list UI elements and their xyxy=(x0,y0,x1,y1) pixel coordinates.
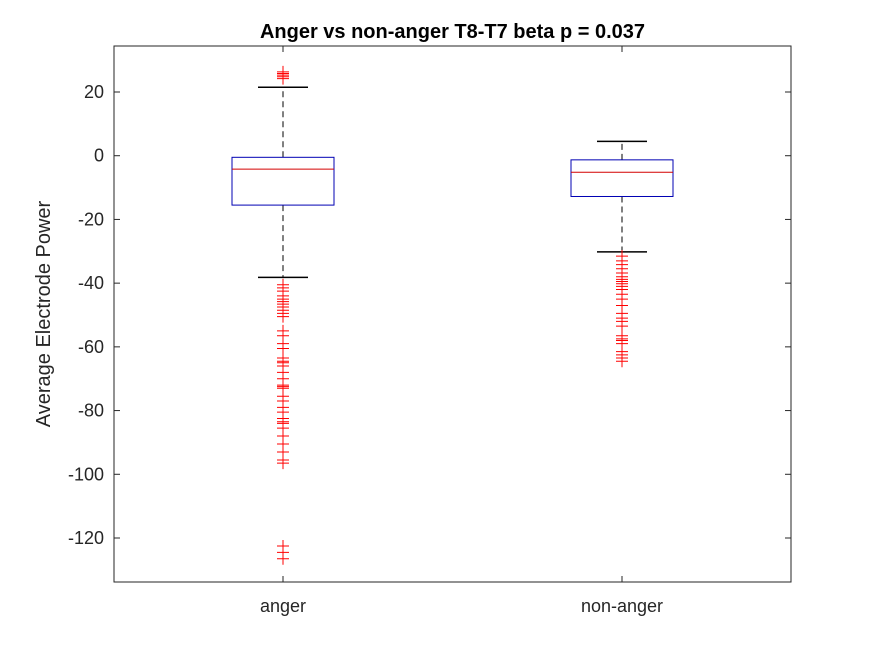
outlier-point xyxy=(277,65,289,78)
outlier-point xyxy=(616,355,628,368)
y-tick-label: 20 xyxy=(84,82,104,102)
box-group-non-anger xyxy=(570,140,674,368)
y-tick-label: -80 xyxy=(78,401,104,421)
outlier-point xyxy=(277,457,289,470)
y-tick-label: 0 xyxy=(94,146,104,166)
outlier-point xyxy=(277,310,289,323)
y-tick-label: -100 xyxy=(68,464,104,484)
axis-ticks: 20 0 -20 -40 -60 -80 -100 -120 anger non-anger xyxy=(68,46,791,616)
iqr-box xyxy=(570,159,674,197)
box-group-anger xyxy=(231,65,335,565)
outlier-point xyxy=(277,552,289,565)
y-tick-label: -60 xyxy=(78,337,104,357)
boxes xyxy=(231,65,674,565)
y-tick-label: -120 xyxy=(68,528,104,548)
plot-area-frame xyxy=(113,45,792,583)
iqr-box xyxy=(231,156,335,206)
y-tick-label: -40 xyxy=(78,273,104,293)
chart-title: Anger vs non-anger T8-T7 beta p = 0.037 xyxy=(260,21,645,43)
x-tick-label-anger: anger xyxy=(260,596,306,616)
x-tick-label-non-anger: non-anger xyxy=(581,596,663,616)
y-axis-label: Average Electrode Power xyxy=(33,200,55,427)
y-tick-label: -20 xyxy=(78,209,104,229)
